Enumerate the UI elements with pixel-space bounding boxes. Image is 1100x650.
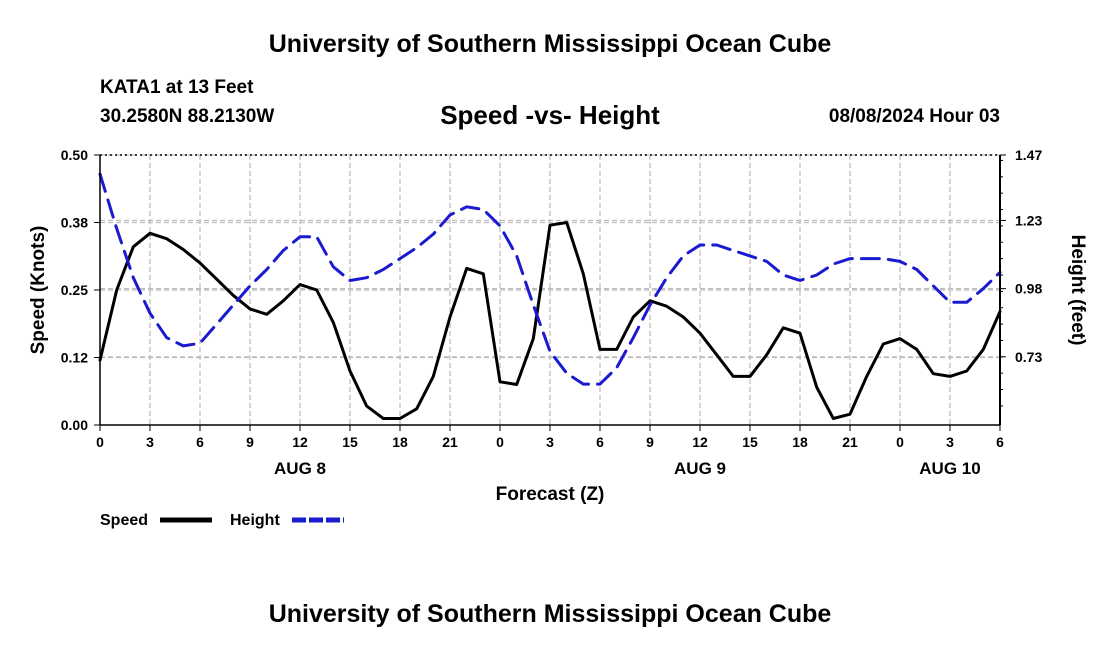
x-tick-label: 15 <box>342 434 358 450</box>
y2-axis-title: Height (feet) <box>1067 235 1088 346</box>
x-tick-label: 12 <box>292 434 308 450</box>
x-tick-label: 3 <box>146 434 154 450</box>
x-tick-label: 3 <box>946 434 954 450</box>
y2-tick-label: 1.23 <box>1015 212 1042 228</box>
x-tick-label: 21 <box>442 434 458 450</box>
y-tick-label: 0.00 <box>61 417 88 433</box>
x-tick-label: 6 <box>596 434 604 450</box>
y2-tick-label: 0.98 <box>1015 281 1042 297</box>
x-tick-label: 9 <box>646 434 654 450</box>
forecast-datetime: 08/08/2024 Hour 03 <box>828 106 1000 127</box>
grid-lines <box>100 154 1000 425</box>
x-tick-label: 6 <box>996 434 1004 450</box>
speed-series-line <box>98 221 1002 420</box>
x-tick-label: 9 <box>246 434 254 450</box>
x-tick-label: 18 <box>392 434 408 450</box>
y-axis-title: Speed (Knots) <box>28 226 49 355</box>
chart-subtitle: Speed -vs- Height <box>440 100 660 130</box>
station-label: KATA1 at 13 Feet <box>100 77 254 98</box>
axis-labels: 0 3 6 9 12 15 18 21 0 3 6 9 12 15 18 21 0 3 6 0.00 0.12 0.25 0… <box>61 147 1043 478</box>
x-tick-label: 6 <box>196 434 204 450</box>
height-series-line <box>98 172 1002 386</box>
x-axis-title: Forecast (Z) <box>496 484 605 505</box>
x-tick-label: 15 <box>742 434 758 450</box>
legend: Speed Height <box>100 512 344 529</box>
y-tick-label: 0.38 <box>61 215 88 231</box>
y-tick-label: 0.25 <box>61 282 88 298</box>
y2-tick-label: 1.47 <box>1015 147 1042 163</box>
date-label: AUG 10 <box>919 459 980 478</box>
x-tick-label: 0 <box>896 434 904 450</box>
x-tick-label: 3 <box>546 434 554 450</box>
legend-label-speed: Speed <box>100 512 148 529</box>
plot-frame <box>94 154 1006 431</box>
date-label: AUG 8 <box>274 459 326 478</box>
chart-main-title: University of Southern Mississippi Ocean… <box>268 30 832 58</box>
station-coordinates: 30.2580N 88.2130W <box>100 106 275 127</box>
x-tick-label: 0 <box>96 434 104 450</box>
y-tick-label: 0.12 <box>61 350 88 366</box>
x-tick-label: 0 <box>496 434 504 450</box>
legend-label-height: Height <box>230 512 280 529</box>
x-tick-label: 18 <box>792 434 808 450</box>
x-tick-label: 21 <box>842 434 858 450</box>
x-tick-label: 12 <box>692 434 708 450</box>
y-tick-label: 0.50 <box>61 147 88 163</box>
series-layer <box>98 172 1002 420</box>
y2-tick-label: 0.73 <box>1015 349 1042 365</box>
footer-title: University of Southern Mississippi Ocean… <box>268 600 832 628</box>
date-label: AUG 9 <box>674 459 726 478</box>
